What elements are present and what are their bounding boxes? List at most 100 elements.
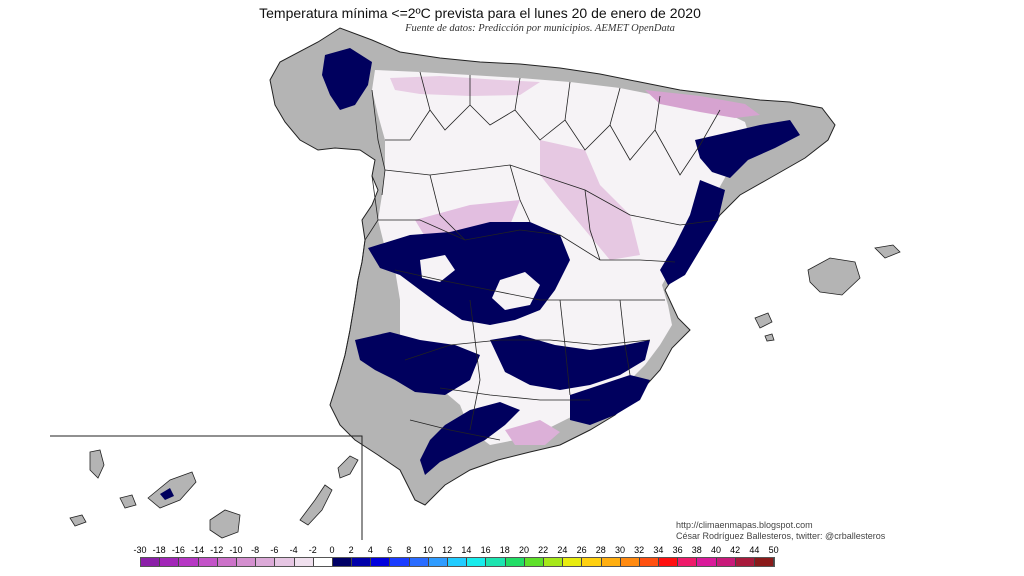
legend-swatch — [275, 558, 295, 566]
legend-tick-label: 0 — [329, 545, 335, 555]
legend-swatch — [467, 558, 487, 566]
legend-swatch — [141, 558, 161, 566]
credits-blog-link[interactable]: http://climaenmapas.blogspot.com — [676, 520, 813, 530]
legend-swatch — [428, 558, 448, 566]
legend-tick-label: 38 — [691, 545, 702, 555]
legend-swatch — [160, 558, 180, 566]
legend-swatch — [371, 558, 391, 566]
island-la-palma — [89, 449, 105, 479]
legend-tick-label: 12 — [442, 545, 453, 555]
mild-hole-toledo — [420, 255, 455, 282]
legend-swatch — [563, 558, 583, 566]
legend-tick-label: 40 — [710, 545, 722, 555]
island-mallorca — [807, 257, 861, 296]
map-title: Temperatura mínima <=2ºC prevista para e… — [259, 5, 701, 21]
legend-swatch — [639, 558, 660, 566]
legend-swatch — [409, 558, 429, 566]
legend-swatch — [179, 558, 199, 566]
legend-tick-label: 30 — [614, 545, 626, 555]
legend-tick-label: -8 — [251, 545, 260, 555]
legend-swatch — [352, 558, 372, 566]
legend-tick-label: 22 — [538, 545, 549, 555]
legend-tick-label: 32 — [634, 545, 645, 555]
legend-tick-label: -16 — [171, 545, 185, 555]
legend-tick-label: 6 — [387, 545, 393, 555]
legend-swatch — [332, 558, 353, 566]
legend-swatch — [486, 558, 506, 566]
legend-tick-label: 20 — [518, 545, 530, 555]
credits-block: http://climaenmapas.blogspot.com César R… — [676, 520, 885, 542]
legend-swatch — [659, 558, 679, 566]
cold-zone-ebro-east — [660, 180, 725, 285]
legend-tick-label: 16 — [480, 545, 491, 555]
legend-tick-label: 28 — [595, 545, 606, 555]
legend-tick-label: 18 — [499, 545, 510, 555]
island-fuerteventura — [299, 484, 333, 526]
legend-swatch — [620, 558, 640, 566]
cold-zone-extremadura — [355, 332, 480, 395]
legend-tick-label: 36 — [672, 545, 683, 555]
island-lanzarote — [337, 455, 359, 479]
legend-tick-label: 50 — [768, 545, 779, 555]
legend-tick-label: -14 — [191, 545, 205, 555]
cold-zone-southeast — [570, 375, 650, 425]
island-gran-canaria — [209, 509, 241, 539]
legend-tick-label: 24 — [557, 545, 568, 555]
legend-tick-label: -6 — [270, 545, 279, 555]
legend-tick-label: 4 — [367, 545, 373, 555]
portugal-border — [337, 175, 379, 381]
legend-tick-label: -4 — [289, 545, 298, 555]
island-menorca — [874, 244, 901, 259]
cold-zone-catalonia — [695, 120, 800, 178]
island-tenerife — [147, 471, 197, 509]
legend-tick-label: 44 — [749, 545, 760, 555]
legend-swatch — [294, 558, 314, 566]
canary-inset-frame — [50, 435, 363, 540]
legend-tick-label: -2 — [308, 545, 317, 555]
legend-tick-label: 14 — [461, 545, 472, 555]
legend-tick-label: -10 — [229, 545, 243, 555]
legend-swatch — [678, 558, 698, 566]
legend-swatch — [543, 558, 564, 566]
legend-swatch — [505, 558, 525, 566]
legend-tick-label: 26 — [576, 545, 587, 555]
legend-swatch — [256, 558, 276, 566]
island-ibiza — [754, 312, 773, 329]
legend-swatch — [390, 558, 410, 566]
legend-swatch — [735, 558, 755, 566]
legend-swatch — [217, 558, 237, 566]
island-el-hierro — [69, 514, 87, 527]
cold-zone-teide — [160, 488, 174, 500]
cold-zone-andalucia — [420, 402, 520, 475]
map-subtitle: Fuente de datos: Predicción por municipi… — [405, 23, 675, 34]
cold-zone-la-mancha — [490, 335, 650, 390]
legend-tick-label: 34 — [653, 545, 664, 555]
legend-tick-label: 8 — [406, 545, 412, 555]
mild-hole-tajo — [492, 272, 540, 310]
cold-zone-galicia — [322, 48, 372, 110]
legend-swatch — [313, 558, 333, 566]
legend-tick-label: 2 — [348, 545, 354, 555]
legend-tick-label: -30 — [133, 545, 147, 555]
legend-tick-label: 42 — [730, 545, 741, 555]
legend-swatch — [448, 558, 468, 566]
legend-swatch — [236, 558, 257, 566]
island-formentera — [764, 333, 775, 342]
legend-color-bar — [140, 557, 776, 567]
province-boundaries — [371, 71, 721, 441]
legend-tick-label: 10 — [422, 545, 434, 555]
legend-swatch — [524, 558, 544, 566]
legend-swatch — [716, 558, 736, 566]
pink-iberian — [540, 140, 640, 260]
legend-swatch — [601, 558, 621, 566]
legend-swatch — [697, 558, 717, 566]
credits-author: César Rodríguez Ballesteros, twitter: @c… — [676, 531, 886, 541]
legend-tick-label: -12 — [210, 545, 224, 555]
pink-sierra-nevada — [505, 420, 560, 445]
legend-swatch — [582, 558, 602, 566]
island-la-gomera — [119, 494, 137, 509]
pink-pyrenees — [645, 90, 760, 118]
legend-swatch — [198, 558, 218, 566]
legend-tick-label: -18 — [152, 545, 166, 555]
